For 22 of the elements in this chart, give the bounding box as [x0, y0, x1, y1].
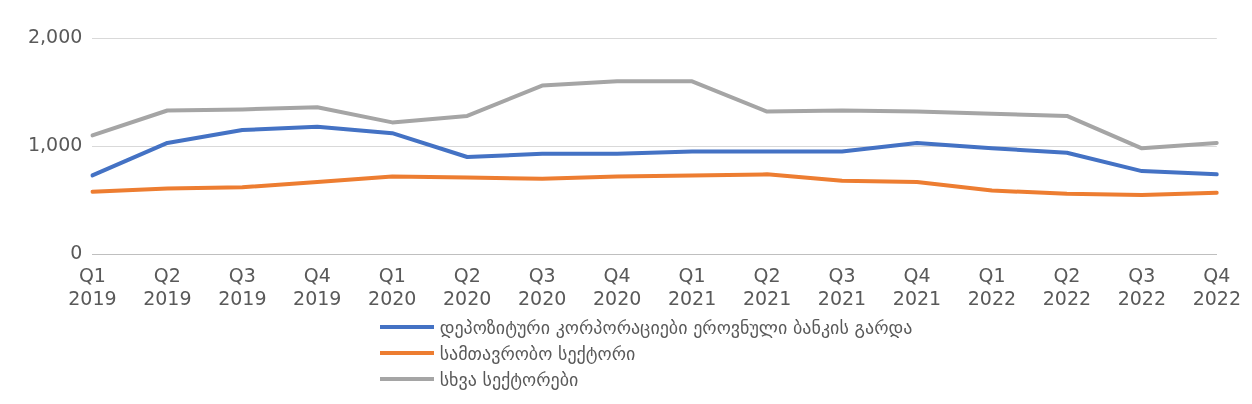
y-tick-label: 0 — [70, 241, 83, 264]
x-tick-label: Q3 2020 — [517, 263, 567, 309]
x-tick-label: Q1 2019 — [68, 263, 117, 309]
x-tick-label: Q4 2020 — [592, 263, 642, 309]
x-tick-label: Q2 2020 — [443, 263, 492, 309]
y-tick-label: 1,000 — [27, 133, 83, 156]
x-tick-label: Q4 2022 — [1192, 263, 1241, 309]
y-tick-label: 2,000 — [27, 24, 83, 47]
x-tick-label: Q4 2019 — [293, 263, 342, 309]
x-tick-label: Q4 2021 — [892, 263, 942, 309]
x-tick-label: Q2 2019 — [143, 263, 192, 309]
x-tick-label: Q3 2021 — [817, 263, 867, 309]
legend-label: სხვა სექტორები — [439, 368, 579, 390]
x-tick-label: Q1 2020 — [368, 263, 417, 309]
legend-label: სამთავრობო სექტორი — [439, 342, 636, 364]
x-tick-label: Q3 2022 — [1117, 263, 1167, 309]
x-tick-label: Q2 2021 — [742, 263, 792, 309]
legend-label: დეპოზიტური კორპორაციები ეროვნული ბანკის გარდა — [439, 316, 913, 338]
x-tick-label: Q3 2019 — [218, 263, 267, 309]
x-tick-label: Q1 2021 — [667, 263, 717, 309]
x-tick-label: Q1 2022 — [967, 263, 1017, 309]
x-tick-label: Q2 2022 — [1042, 263, 1092, 309]
